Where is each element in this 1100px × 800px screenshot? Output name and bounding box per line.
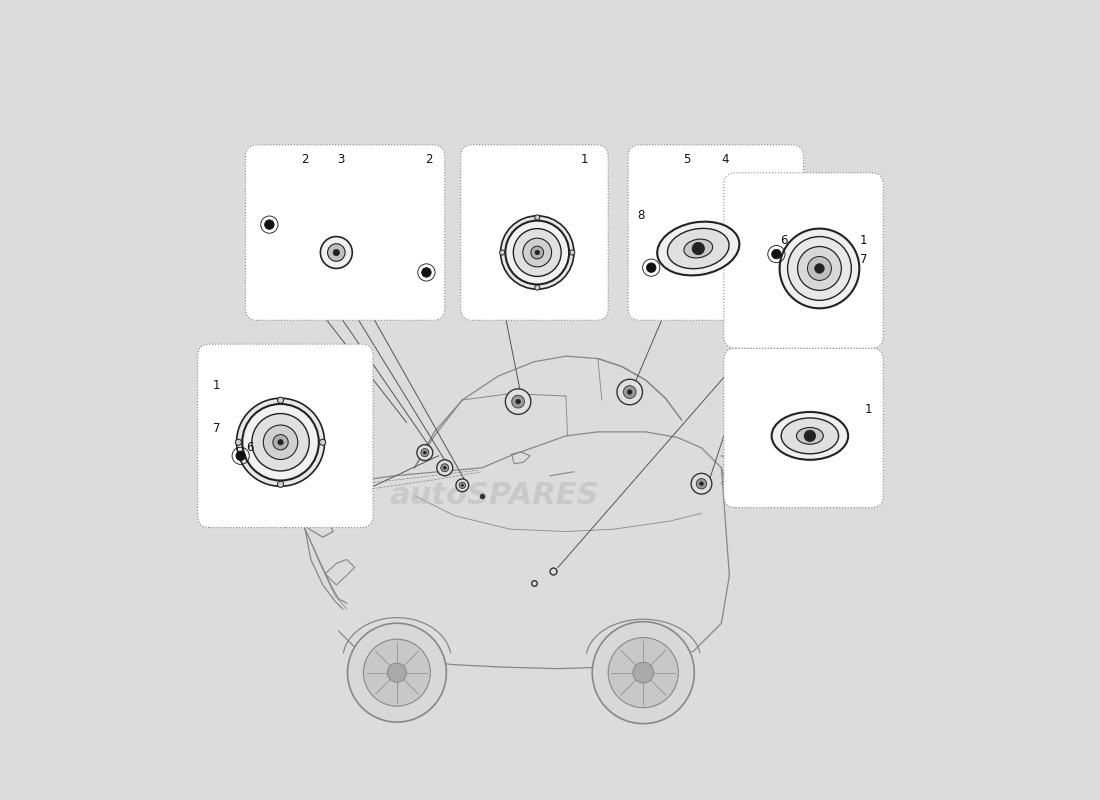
Circle shape [696,478,706,489]
Circle shape [691,474,712,494]
FancyBboxPatch shape [245,145,444,320]
Circle shape [363,639,430,706]
Circle shape [278,439,283,445]
FancyBboxPatch shape [628,145,803,320]
Circle shape [522,238,551,267]
Circle shape [815,264,824,274]
Circle shape [804,430,815,442]
Circle shape [624,386,636,398]
Ellipse shape [781,418,838,454]
Circle shape [788,237,851,300]
Text: 8: 8 [637,210,645,222]
Circle shape [500,216,574,289]
Circle shape [617,379,642,405]
Text: 1: 1 [581,153,589,166]
Circle shape [328,244,345,262]
Circle shape [608,638,679,708]
Text: 5: 5 [683,153,691,166]
Text: 7: 7 [213,422,220,435]
Circle shape [700,482,703,486]
Circle shape [459,482,465,489]
Ellipse shape [771,412,848,460]
Text: 1: 1 [213,379,220,392]
Circle shape [277,397,284,403]
FancyBboxPatch shape [461,145,608,320]
Circle shape [235,451,245,461]
Text: 2: 2 [425,153,432,166]
FancyBboxPatch shape [724,173,883,348]
Circle shape [780,229,859,308]
Circle shape [499,250,505,255]
Circle shape [647,263,656,273]
Ellipse shape [657,222,739,275]
FancyBboxPatch shape [724,348,883,508]
Circle shape [512,395,525,408]
Circle shape [320,439,326,446]
Circle shape [535,250,539,254]
Circle shape [692,242,704,254]
Circle shape [505,389,531,414]
Circle shape [273,434,288,450]
Circle shape [461,484,463,486]
Circle shape [320,237,352,269]
Circle shape [235,439,242,446]
Text: 7: 7 [859,253,867,266]
Circle shape [807,257,832,281]
Ellipse shape [668,228,729,269]
Text: 3: 3 [338,153,344,166]
Text: 4: 4 [722,153,729,166]
Circle shape [570,250,575,255]
Circle shape [771,250,781,259]
FancyBboxPatch shape [198,344,373,527]
Text: 1: 1 [865,403,872,416]
Circle shape [263,425,298,459]
Circle shape [265,220,274,230]
Ellipse shape [684,239,713,258]
Text: 1: 1 [859,234,867,247]
Circle shape [242,404,319,481]
Circle shape [798,246,842,290]
Circle shape [514,229,561,277]
Circle shape [443,466,447,469]
Circle shape [387,663,407,682]
Circle shape [535,215,540,220]
Circle shape [421,268,431,278]
Circle shape [277,482,284,487]
Text: 2: 2 [301,153,309,166]
Circle shape [333,250,340,256]
Circle shape [424,451,427,454]
Circle shape [632,662,653,683]
Circle shape [516,399,520,404]
Ellipse shape [796,427,823,444]
Text: 6: 6 [245,442,253,454]
Circle shape [592,622,694,724]
Text: autoSPARES: autoSPARES [389,481,600,510]
Circle shape [505,221,569,285]
Circle shape [417,445,432,461]
Circle shape [441,464,449,472]
Circle shape [252,414,309,471]
Circle shape [455,479,469,492]
Circle shape [535,285,540,290]
Circle shape [421,449,429,457]
Circle shape [627,390,632,394]
Text: 6: 6 [780,234,788,247]
Circle shape [531,246,543,259]
Circle shape [348,623,447,722]
Circle shape [437,460,453,476]
Circle shape [236,398,324,486]
